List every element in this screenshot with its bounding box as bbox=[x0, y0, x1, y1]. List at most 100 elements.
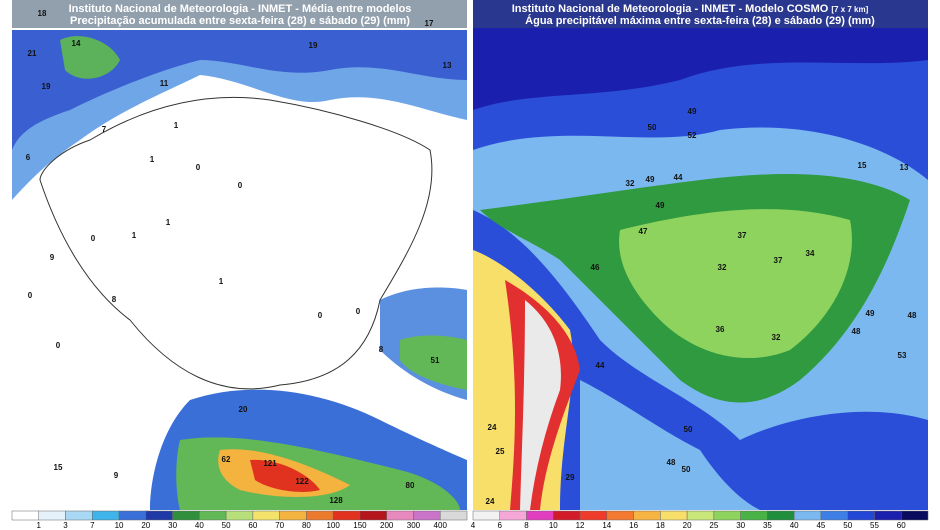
map-value: 122 bbox=[295, 477, 309, 486]
map-value: 14 bbox=[72, 39, 81, 48]
pw-area bbox=[520, 300, 561, 510]
legend-label: 35 bbox=[763, 521, 772, 530]
map-value: 37 bbox=[738, 231, 747, 240]
legend-label: 300 bbox=[407, 521, 421, 530]
map-value: 36 bbox=[716, 325, 725, 334]
legend-swatch bbox=[92, 510, 120, 521]
map-title: Instituto Nacional de Meteorologia - INM… bbox=[512, 3, 869, 15]
legend-swatch bbox=[740, 510, 768, 521]
legend-swatch bbox=[11, 510, 40, 521]
map-value: 15 bbox=[54, 463, 63, 472]
map-value: 34 bbox=[806, 249, 815, 258]
legend-swatch bbox=[686, 510, 715, 521]
legend-label: 55 bbox=[870, 521, 879, 530]
legend-label: 10 bbox=[115, 521, 124, 530]
legend-swatch bbox=[386, 510, 414, 521]
legend-label: 20 bbox=[141, 521, 150, 530]
legend-swatch bbox=[279, 510, 307, 521]
legend-label: 60 bbox=[897, 521, 906, 530]
legend-swatch bbox=[767, 510, 795, 521]
map-value: 6 bbox=[26, 153, 31, 162]
right-map: Instituto Nacional de Meteorologia - INM… bbox=[473, 0, 928, 510]
map-value: 32 bbox=[772, 333, 781, 342]
legend-swatch bbox=[660, 510, 688, 521]
legend-swatch bbox=[579, 510, 608, 521]
map-value: 11 bbox=[160, 79, 169, 88]
legend-swatch bbox=[793, 510, 822, 521]
legend-label: 50 bbox=[843, 521, 852, 530]
map-value: 49 bbox=[646, 175, 655, 184]
map-value: 8 bbox=[379, 345, 384, 354]
legend-label: 80 bbox=[302, 521, 311, 530]
legend-swatch bbox=[38, 510, 66, 521]
map-value: 0 bbox=[238, 181, 243, 190]
map-value: 1 bbox=[150, 155, 155, 164]
legend-swatch bbox=[900, 510, 929, 521]
legend-label: 40 bbox=[195, 521, 204, 530]
legend-swatch bbox=[252, 510, 280, 521]
map-value: 1 bbox=[132, 231, 137, 240]
map-value: 29 bbox=[566, 473, 575, 482]
pw-area bbox=[580, 380, 760, 510]
legend-swatch bbox=[526, 510, 554, 521]
map-value: 49 bbox=[656, 201, 665, 210]
left-map: Instituto Nacional de Meteorologia - INM… bbox=[12, 0, 467, 510]
legend-swatch bbox=[118, 510, 147, 521]
map-title: Instituto Nacional de Meteorologia - INM… bbox=[69, 3, 412, 15]
legend-swatch bbox=[145, 510, 173, 521]
legend-label: 18 bbox=[656, 521, 665, 530]
legend-label: 40 bbox=[790, 521, 799, 530]
map-value: 0 bbox=[356, 307, 361, 316]
map-value: 50 bbox=[682, 465, 691, 474]
map-value: 53 bbox=[898, 351, 907, 360]
legend-label: 45 bbox=[816, 521, 825, 530]
legend-label: 8 bbox=[524, 521, 529, 530]
legend-swatch bbox=[713, 510, 741, 521]
legend-swatch bbox=[199, 510, 227, 521]
map-value: 0 bbox=[196, 163, 201, 172]
legend-swatch bbox=[606, 510, 634, 521]
map-value: 37 bbox=[774, 256, 783, 265]
legend-label: 60 bbox=[248, 521, 257, 530]
map-value: 50 bbox=[648, 123, 657, 132]
legend-swatch bbox=[820, 510, 848, 521]
map-value: 1 bbox=[219, 277, 224, 286]
map-value: 62 bbox=[222, 455, 231, 464]
map-value: 13 bbox=[900, 163, 909, 172]
legend-swatch bbox=[65, 510, 93, 521]
map-value: 13 bbox=[443, 61, 452, 70]
map-value: 21 bbox=[28, 49, 37, 58]
pw-area bbox=[619, 209, 852, 359]
legend-label: 20 bbox=[683, 521, 692, 530]
map-value: 24 bbox=[488, 423, 497, 432]
map-value: 52 bbox=[688, 131, 697, 140]
legend-label: 7 bbox=[90, 521, 95, 530]
map-value: 1 bbox=[166, 218, 171, 227]
legend-label: 1 bbox=[37, 521, 42, 530]
map-value: 0 bbox=[56, 341, 61, 350]
legend-label: 150 bbox=[353, 521, 367, 530]
title-banner bbox=[12, 0, 467, 28]
country-border bbox=[39, 96, 433, 390]
map-value: 128 bbox=[329, 496, 343, 505]
legend-swatch bbox=[847, 510, 875, 521]
map-value: 48 bbox=[667, 458, 676, 467]
map-value: 8 bbox=[112, 295, 117, 304]
map-value: 9 bbox=[50, 253, 55, 262]
legend-label: 4 bbox=[471, 521, 476, 530]
map-value: 20 bbox=[239, 405, 248, 414]
legend-label: 12 bbox=[576, 521, 585, 530]
map-value: 25 bbox=[496, 447, 505, 456]
legend-swatch bbox=[225, 510, 254, 521]
legend-label: 25 bbox=[709, 521, 718, 530]
map-value: 0 bbox=[318, 311, 323, 320]
legend-label: 70 bbox=[275, 521, 284, 530]
map-subtitle: Precipitação acumulada entre sexta-feira… bbox=[70, 15, 410, 27]
legend-label: 50 bbox=[222, 521, 231, 530]
map-value: 17 bbox=[425, 19, 434, 28]
map-value: 44 bbox=[674, 173, 683, 182]
map-value: 49 bbox=[866, 309, 875, 318]
legend-swatch bbox=[306, 510, 334, 521]
legend-swatch bbox=[413, 510, 441, 521]
